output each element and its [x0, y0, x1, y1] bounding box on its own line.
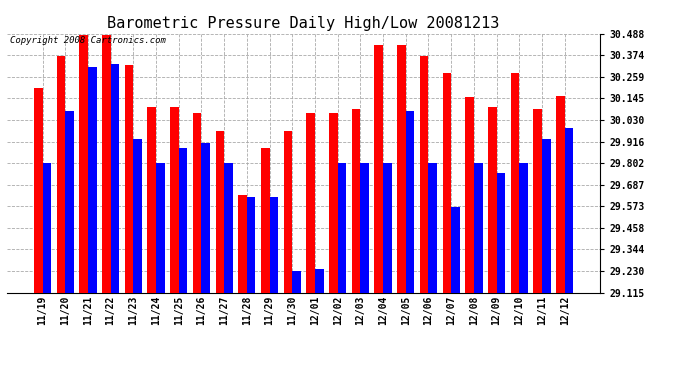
Bar	[375, 45, 383, 292]
Bar	[465, 98, 474, 292]
Bar	[247, 197, 255, 292]
Bar	[352, 109, 360, 292]
Bar	[564, 128, 573, 292]
Bar	[428, 164, 437, 292]
Bar	[170, 107, 179, 292]
Bar	[420, 56, 428, 292]
Bar	[520, 164, 528, 292]
Bar	[329, 112, 337, 292]
Bar	[65, 111, 74, 292]
Bar	[238, 195, 247, 292]
Bar	[474, 164, 482, 292]
Bar	[110, 63, 119, 292]
Bar	[88, 67, 97, 292]
Bar	[79, 35, 88, 292]
Bar	[224, 164, 233, 292]
Bar	[179, 148, 188, 292]
Title: Barometric Pressure Daily High/Low 20081213: Barometric Pressure Daily High/Low 20081…	[108, 16, 500, 31]
Bar	[315, 269, 324, 292]
Bar	[451, 207, 460, 292]
Bar	[270, 197, 278, 292]
Bar	[556, 96, 564, 292]
Bar	[337, 164, 346, 292]
Bar	[102, 35, 110, 292]
Bar	[497, 173, 505, 292]
Bar	[156, 164, 165, 292]
Bar	[193, 112, 201, 292]
Bar	[261, 148, 270, 292]
Bar	[406, 111, 415, 292]
Bar	[284, 131, 293, 292]
Bar	[306, 112, 315, 292]
Bar	[511, 73, 520, 292]
Bar	[533, 109, 542, 292]
Bar	[383, 164, 392, 292]
Bar	[34, 88, 43, 292]
Bar	[360, 164, 369, 292]
Bar	[293, 271, 301, 292]
Bar	[148, 107, 156, 292]
Bar	[542, 139, 551, 292]
Bar	[43, 164, 51, 292]
Bar	[442, 73, 451, 292]
Bar	[201, 142, 210, 292]
Bar	[125, 65, 133, 292]
Bar	[215, 131, 224, 292]
Text: Copyright 2008 Cartronics.com: Copyright 2008 Cartronics.com	[10, 36, 166, 45]
Bar	[397, 45, 406, 292]
Bar	[57, 56, 65, 292]
Bar	[133, 139, 142, 292]
Bar	[488, 107, 497, 292]
